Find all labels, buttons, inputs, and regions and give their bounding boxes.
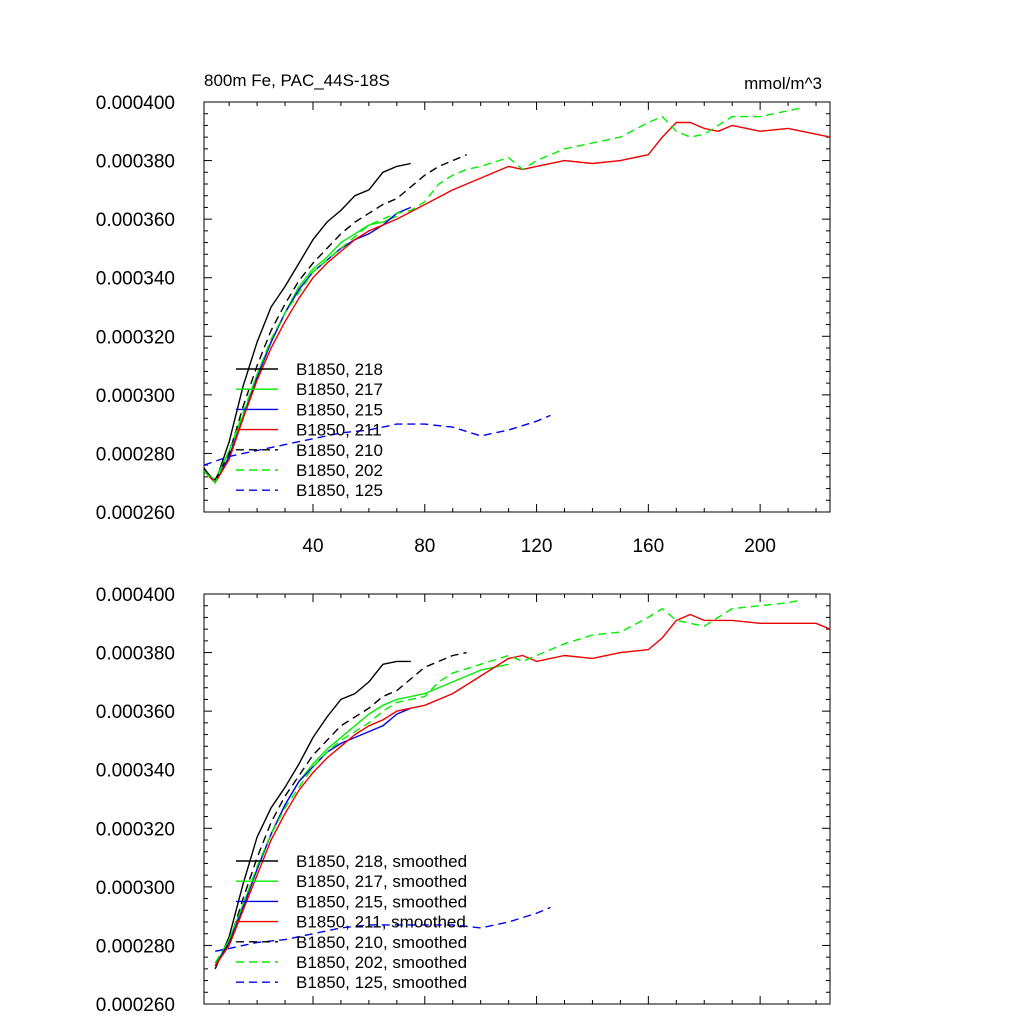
legend-label: B1850, 210, smoothed xyxy=(296,933,467,952)
legend-label: B1850, 218 xyxy=(296,360,383,379)
y-tick-label: 0.000380 xyxy=(96,644,175,665)
y-tick-label: 0.000400 xyxy=(96,585,175,606)
chart-title: 800m Fe, PAC_44S-18S xyxy=(204,71,390,90)
x-tick-label: 160 xyxy=(632,536,664,557)
x-tick-label: 200 xyxy=(744,536,776,557)
y-tick-label: 0.000360 xyxy=(96,702,175,723)
series-line-6 xyxy=(204,107,803,484)
series-line-6 xyxy=(214,599,803,964)
y-tick-label: 0.000380 xyxy=(96,152,175,173)
y-tick-label: 0.000300 xyxy=(96,878,175,899)
legend-label: B1850, 125, smoothed xyxy=(296,973,467,992)
legend-label: B1850, 125 xyxy=(296,481,383,500)
chart-panel-1: 800m Fe, PAC_44S-18S mmol/m^3 0.000260 0.00… xyxy=(96,71,831,557)
y-tick-label: 0.000280 xyxy=(96,936,175,957)
series-lines xyxy=(204,107,830,484)
y-tick-label: 0.000340 xyxy=(96,269,175,290)
series-line-4 xyxy=(204,121,830,484)
series-line-1 xyxy=(204,162,411,484)
y-tick-label: 0.000280 xyxy=(96,444,175,465)
series-line-7 xyxy=(215,906,551,952)
legend-label: B1850, 202 xyxy=(296,461,383,480)
y-tick-label: 0.000260 xyxy=(96,995,175,1016)
legend-label: B1850, 217, smoothed xyxy=(296,872,467,891)
legend-label: B1850, 217 xyxy=(296,380,383,399)
legend-label: B1850, 210 xyxy=(296,441,383,460)
series-line-4 xyxy=(214,613,830,967)
plot-frame xyxy=(203,593,831,1005)
y-tick-label: 0.000400 xyxy=(96,93,175,114)
legend-label: B1850, 215, smoothed xyxy=(296,892,467,911)
y-tick-label: 0.000260 xyxy=(96,503,175,524)
y-tick-label: 0.000340 xyxy=(96,761,175,782)
legend-label: B1850, 211 xyxy=(296,421,382,440)
y-tick-label: 0.000320 xyxy=(96,327,175,348)
series-line-7 xyxy=(204,414,551,466)
legend-label: B1850, 202, smoothed xyxy=(296,953,467,972)
x-tick-label: 40 xyxy=(302,536,323,557)
plot-frame xyxy=(203,101,831,513)
y-tick-label: 0.000300 xyxy=(96,386,175,407)
y-tick-label: 0.000320 xyxy=(96,819,175,840)
legend-label: B1850, 215 xyxy=(296,400,383,419)
series-line-3 xyxy=(214,707,412,967)
series-line-5 xyxy=(204,154,467,481)
legend-label: B1850, 211, smoothed xyxy=(296,913,466,932)
units-label: mmol/m^3 xyxy=(744,74,822,93)
series-lines xyxy=(214,599,830,970)
x-tick-label: 80 xyxy=(414,536,435,557)
series-line-1 xyxy=(214,660,411,970)
chart-panel-2: 0.000260 0.000280 0.000300 0.000320 0.000340… xyxy=(96,585,831,1016)
y-tick-label: 0.000360 xyxy=(96,210,175,231)
legend-label: B1850, 218, smoothed xyxy=(296,852,467,871)
x-tick-label: 120 xyxy=(521,536,553,557)
